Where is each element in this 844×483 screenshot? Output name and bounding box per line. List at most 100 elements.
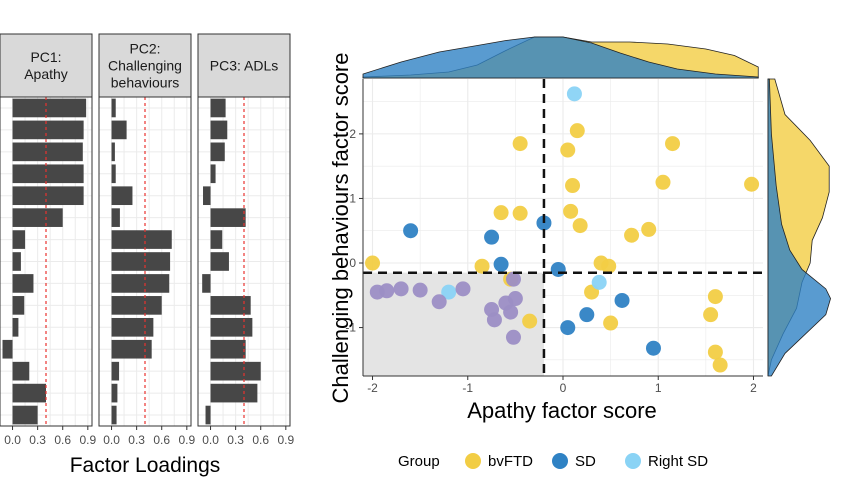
legend-label: SD (575, 453, 596, 470)
data-point (614, 292, 630, 308)
x-tick-label: -2 (367, 381, 378, 395)
data-point (505, 329, 521, 345)
legend: Group bvFTD SD Right SD (398, 453, 708, 470)
data-point (712, 357, 728, 373)
loading-bar (12, 383, 46, 403)
loading-bar (111, 98, 116, 118)
legend-label: bvFTD (488, 453, 533, 470)
y-tick-label: 0 (349, 256, 356, 270)
loading-bar (203, 186, 211, 206)
loading-bar (111, 230, 172, 249)
series-unlabelled (369, 271, 523, 345)
data-point (493, 205, 509, 221)
x-tick-label: 0.9 (178, 433, 195, 447)
scatter-y-axis-title: Challenging behaviours factor score (328, 53, 353, 404)
data-point (503, 304, 519, 320)
facet-title-line: Apathy (24, 66, 68, 82)
loading-bar (12, 208, 63, 227)
x-tick-label: 0.3 (29, 433, 46, 447)
data-point (512, 205, 528, 221)
data-point (474, 258, 490, 274)
facet-pc3: PC3: ADLs 0.0 0.3 0.6 0.9 (197, 33, 294, 447)
loading-bar (210, 339, 246, 359)
legend-key-sd (552, 453, 568, 469)
data-point (484, 229, 500, 245)
facet-border (98, 96, 192, 427)
facet-title-line: PC1: (30, 49, 61, 65)
data-point (566, 86, 582, 102)
data-point (603, 315, 619, 331)
data-point (579, 307, 595, 323)
data-point (412, 282, 428, 298)
x-tick-label: -1 (462, 381, 473, 395)
loading-bar (210, 252, 229, 271)
loading-bar (210, 361, 261, 381)
loading-bar (12, 230, 26, 249)
top-marginal-density (362, 36, 759, 79)
data-point (703, 307, 719, 323)
loading-bar (12, 252, 21, 271)
data-point (591, 274, 607, 290)
data-point (512, 136, 528, 152)
scatter-x-axis-title: Apathy factor score (467, 398, 657, 423)
loading-bar (210, 142, 225, 162)
loading-bar (12, 120, 84, 140)
data-point (601, 258, 617, 274)
loading-bar (210, 208, 246, 227)
density-sd (767, 78, 831, 377)
data-point (507, 291, 523, 307)
x-tick-label: 0.9 (277, 433, 294, 447)
loading-bar (111, 120, 127, 140)
x-tick-label: 0.3 (227, 433, 244, 447)
x-tick-label: 2 (750, 381, 757, 395)
loadings-x-axis-title: Factor Loadings (70, 454, 221, 477)
x-tick-label: 0.6 (252, 433, 269, 447)
loading-bar (210, 98, 226, 118)
loading-bar (12, 164, 84, 184)
loading-bar (205, 405, 211, 425)
x-tick-label: 0.0 (202, 433, 219, 447)
data-point (365, 255, 381, 271)
loading-bar (210, 230, 223, 249)
data-point (655, 174, 671, 190)
data-point (565, 178, 581, 194)
data-point (707, 344, 723, 360)
facet-border (0, 96, 93, 427)
data-point (569, 123, 585, 139)
data-point (707, 289, 723, 305)
loading-bar (12, 142, 83, 162)
loading-bar (111, 339, 152, 359)
data-point (441, 284, 457, 300)
loading-bar (12, 296, 25, 315)
legend-label: Right SD (648, 453, 708, 470)
loading-bar (111, 405, 117, 425)
data-point (505, 271, 521, 287)
data-point (645, 340, 661, 356)
series-sd (403, 215, 661, 356)
x-tick-label: 0.9 (79, 433, 96, 447)
x-tick-label: 0.0 (103, 433, 120, 447)
x-tick-label: 0 (560, 381, 567, 395)
x-tick-label: 0.6 (54, 433, 71, 447)
series-right-sd (441, 86, 607, 300)
facet-title-line: PC2: (129, 41, 160, 57)
legend-title: Group (398, 453, 440, 470)
loading-bar (12, 361, 30, 381)
loading-bar (12, 274, 34, 293)
legend-key-bvftd (465, 453, 481, 469)
data-point (431, 294, 447, 310)
loading-bar (12, 186, 84, 206)
data-point (403, 223, 419, 239)
loading-bar (2, 339, 13, 359)
loading-bar (111, 186, 133, 206)
x-tick-label: 1 (655, 381, 662, 395)
loading-bar (111, 361, 120, 381)
loading-bar (210, 164, 216, 184)
facet-strip (0, 33, 93, 98)
y-tick-label: 2 (349, 127, 356, 141)
data-point (560, 142, 576, 158)
loading-bar (12, 405, 38, 425)
y-tick-label: -1 (345, 321, 356, 335)
